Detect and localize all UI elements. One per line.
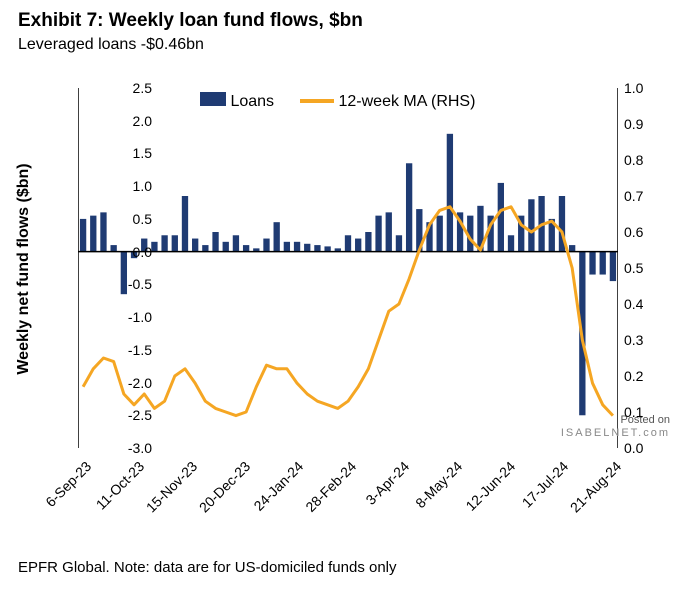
y-right-tick: 0.6 <box>624 224 664 240</box>
bar <box>375 216 381 252</box>
bar <box>274 222 280 251</box>
y-left-tick: 0.0 <box>112 244 152 260</box>
watermark-site: ISABELNET.com <box>561 427 670 440</box>
y-left-tick: 0.5 <box>112 211 152 227</box>
bar <box>243 245 249 252</box>
bar <box>151 242 157 252</box>
bar <box>100 212 106 251</box>
bar <box>355 239 361 252</box>
bar <box>161 235 167 251</box>
y-right-tick: 0.7 <box>624 188 664 204</box>
bar <box>437 216 443 252</box>
y-right-tick: 0.4 <box>624 296 664 312</box>
chart-plot <box>78 88 618 448</box>
y-left-tick: -3.0 <box>112 440 152 456</box>
bar <box>447 134 453 252</box>
bar <box>192 239 198 252</box>
bar <box>569 245 575 252</box>
bar <box>304 244 310 252</box>
y-left-tick: -1.5 <box>112 342 152 358</box>
y-right-tick: 1.0 <box>624 80 664 96</box>
y-right-tick: 0.0 <box>624 440 664 456</box>
bar <box>589 252 595 275</box>
bar <box>600 252 606 275</box>
bar <box>90 216 96 252</box>
chart-subtitle: Leveraged loans -$0.46bn <box>18 36 204 54</box>
bar <box>202 245 208 252</box>
y-right-tick: 0.2 <box>624 368 664 384</box>
y-left-tick: 2.0 <box>112 113 152 129</box>
bar <box>294 242 300 252</box>
y-left-axis-label: Weekly net fund flows ($bn) <box>15 89 33 449</box>
bar <box>223 242 229 252</box>
y-left-tick: -2.0 <box>112 375 152 391</box>
bar <box>182 196 188 252</box>
y-left-tick: 1.5 <box>112 145 152 161</box>
y-left-tick: -0.5 <box>112 276 152 292</box>
bar <box>263 239 269 252</box>
y-right-tick: 0.8 <box>624 152 664 168</box>
chart-footnote: EPFR Global. Note: data are for US-domic… <box>18 559 397 576</box>
y-left-axis-label-wrap: Weekly net fund flows ($bn) <box>14 88 34 448</box>
y-right-tick: 0.1 <box>624 404 664 420</box>
bar <box>386 212 392 251</box>
bar <box>508 235 514 251</box>
bar <box>610 252 616 281</box>
y-left-tick: 1.0 <box>112 178 152 194</box>
bar <box>345 235 351 251</box>
y-left-tick: 2.5 <box>112 80 152 96</box>
y-right-tick: 0.3 <box>624 332 664 348</box>
exhibit: Exhibit 7: Weekly loan fund flows, $bn L… <box>0 0 700 590</box>
chart-title: Exhibit 7: Weekly loan fund flows, $bn <box>18 10 363 32</box>
bar <box>284 242 290 252</box>
bar <box>314 245 320 252</box>
bar <box>233 235 239 251</box>
bar <box>498 183 504 252</box>
y-left-tick: -1.0 <box>112 309 152 325</box>
bar <box>80 219 86 252</box>
bar <box>528 199 534 251</box>
y-right-tick: 0.9 <box>624 116 664 132</box>
bar <box>324 246 330 251</box>
bar <box>396 235 402 251</box>
bar <box>365 232 371 252</box>
bar <box>406 163 412 251</box>
bar <box>212 232 218 252</box>
y-left-tick: -2.5 <box>112 407 152 423</box>
y-right-tick: 0.5 <box>624 260 664 276</box>
bar <box>172 235 178 251</box>
